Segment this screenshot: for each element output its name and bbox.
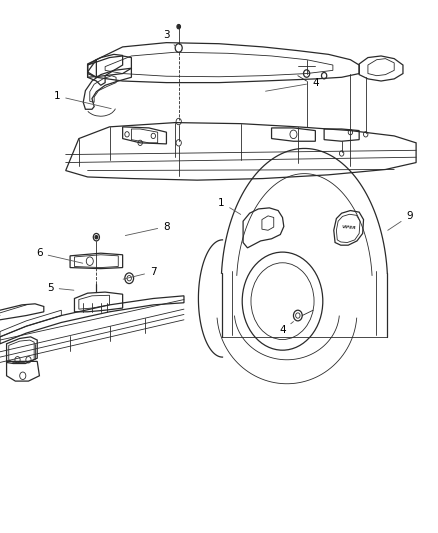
Text: 1: 1 <box>53 91 111 109</box>
Text: 8: 8 <box>125 222 170 236</box>
Text: 9: 9 <box>388 211 413 230</box>
Text: 7: 7 <box>123 267 157 279</box>
Text: 1: 1 <box>218 198 241 214</box>
Text: 4: 4 <box>279 321 293 335</box>
Text: 3: 3 <box>163 30 176 47</box>
Text: 4: 4 <box>265 78 319 91</box>
Circle shape <box>95 236 98 239</box>
Circle shape <box>177 25 180 29</box>
Text: 6: 6 <box>36 248 83 263</box>
Text: VIPER: VIPER <box>342 225 357 231</box>
Text: 5: 5 <box>47 283 74 293</box>
